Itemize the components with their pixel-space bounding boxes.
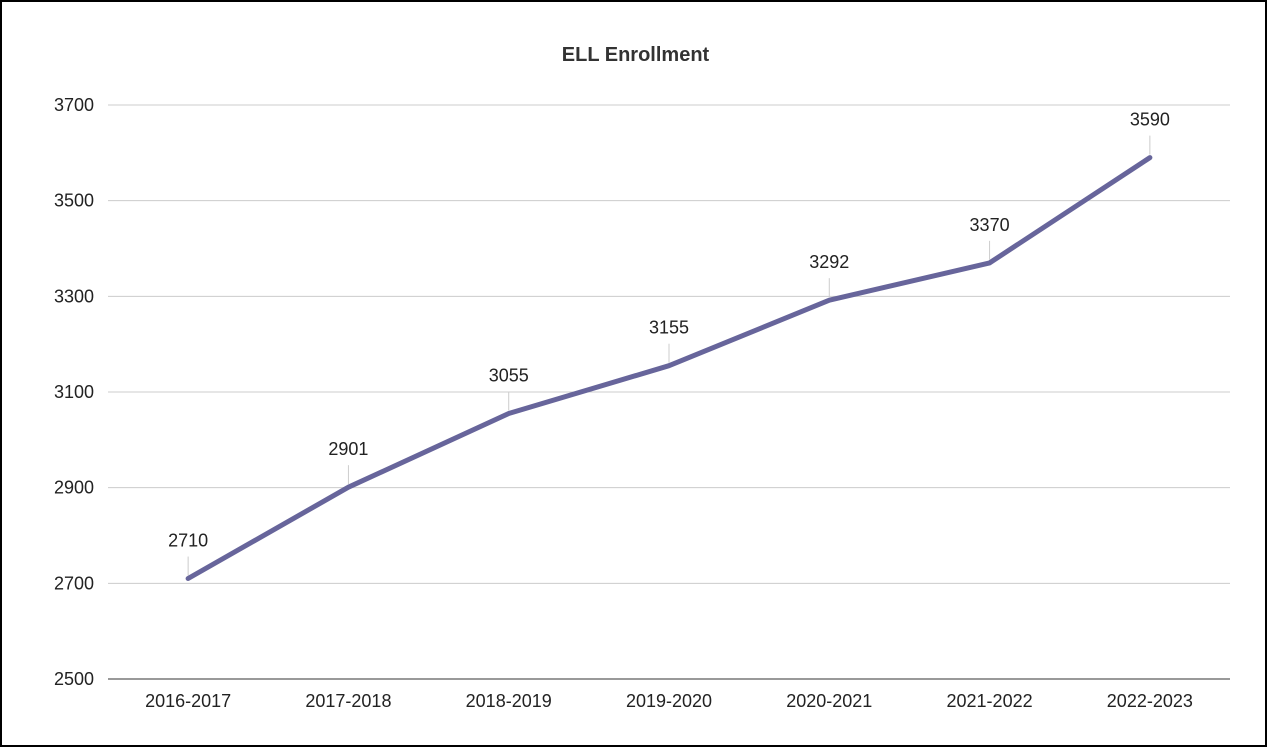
x-tick-label: 2021-2022	[947, 691, 1033, 711]
series-lines	[185, 155, 1153, 581]
data-label: 3590	[1130, 110, 1170, 130]
y-tick-label: 3300	[54, 286, 94, 306]
y-tick-label: 3500	[54, 191, 94, 211]
y-axis-ticks: 2500 2700 2900 3100 3300 3500 3700	[54, 95, 94, 689]
data-label: 3055	[489, 366, 529, 386]
data-labels: 2710 2901 3055 3155 3292 3370 3590	[168, 110, 1170, 576]
gridlines	[108, 104, 1230, 680]
y-tick-label: 2500	[54, 669, 94, 689]
y-tick-label: 3100	[54, 382, 94, 402]
data-label: 3292	[809, 252, 849, 272]
x-axis-ticks: 2016-2017 2017-2018 2018-2019 2019-2020 2020…	[145, 691, 1193, 711]
data-label: 2710	[168, 531, 208, 551]
x-tick-label: 2019-2020	[626, 691, 712, 711]
x-tick-label: 2017-2018	[305, 691, 391, 711]
data-label: 3155	[649, 318, 689, 338]
y-tick-label: 3700	[54, 95, 94, 115]
chart-title: ELL Enrollment	[561, 44, 710, 66]
x-tick-label: 2020-2021	[786, 691, 872, 711]
x-tick-label: 2018-2019	[466, 691, 552, 711]
y-tick-label: 2700	[54, 573, 94, 593]
series-line	[185, 155, 1153, 581]
x-tick-label: 2022-2023	[1107, 691, 1193, 711]
x-tick-label: 2016-2017	[145, 691, 231, 711]
y-tick-label: 2900	[54, 478, 94, 498]
data-label: 3370	[970, 215, 1010, 235]
data-label: 2901	[328, 439, 368, 459]
